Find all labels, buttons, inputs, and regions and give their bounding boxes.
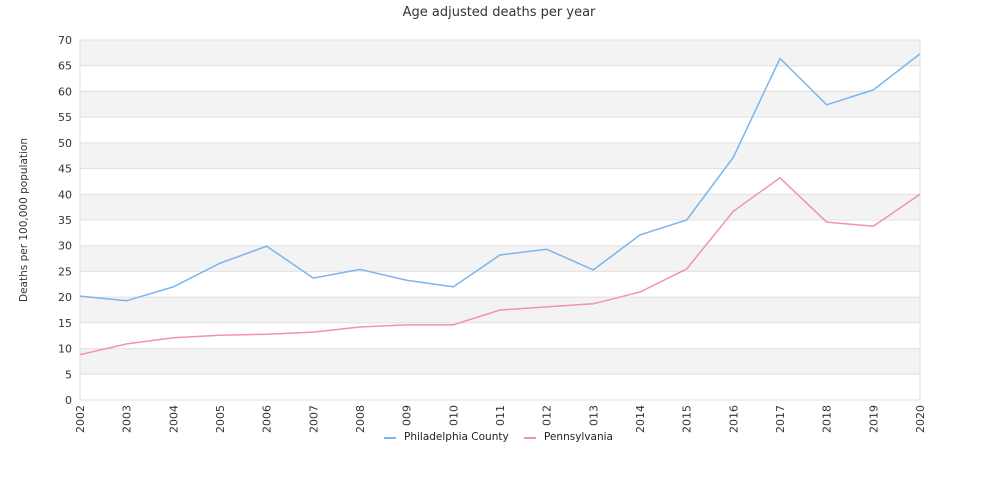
y-tick-label: 40 (58, 188, 72, 201)
y-axis-label: Deaths per 100,000 population (18, 138, 30, 302)
grid-band (80, 40, 920, 66)
x-tick-label: 2007 (307, 405, 320, 433)
y-tick-label: 5 (65, 368, 72, 381)
x-tick-label: 2017 (774, 405, 787, 433)
y-tick-label: 35 (58, 214, 72, 227)
x-tick-label: 2002 (74, 405, 87, 433)
grid-band (80, 194, 920, 220)
y-tick-label: 65 (58, 60, 72, 73)
chart-title: Age adjusted deaths per year (403, 5, 596, 20)
grid-band (80, 246, 920, 272)
grid-band (80, 91, 920, 117)
grid-band (80, 349, 920, 375)
y-tick-label: 70 (58, 34, 72, 47)
x-tick-label: 2004 (167, 405, 180, 433)
x-tick-label: 2015 (681, 405, 694, 433)
x-tick-label: 2020 (914, 405, 927, 433)
grid-band (80, 143, 920, 169)
y-tick-label: 15 (58, 317, 72, 330)
x-tick-label: 2008 (354, 405, 367, 433)
x-tick-label: 2006 (261, 405, 274, 433)
y-tick-label: 55 (58, 111, 72, 124)
y-tick-label: 45 (58, 163, 72, 176)
legend-label: Pennsylvania (544, 431, 613, 443)
y-tick-label: 10 (58, 343, 72, 356)
legend: Philadelphia County Pennsylvania (378, 427, 622, 447)
x-tick-label: 2018 (821, 405, 834, 433)
y-tick-label: 50 (58, 137, 72, 150)
y-tick-label: 30 (58, 240, 72, 253)
x-tick-label: 2003 (121, 405, 134, 433)
y-tick-label: 25 (58, 265, 72, 278)
y-tick-label: 0 (65, 394, 72, 407)
y-tick-label: 20 (58, 291, 72, 304)
x-tick-label: 2019 (867, 405, 880, 433)
y-tick-label: 60 (58, 85, 72, 98)
x-tick-label: 2016 (727, 405, 740, 433)
legend-label: Philadelphia County (404, 431, 509, 443)
x-tick-label: 2014 (634, 405, 647, 433)
x-tick-label: 2005 (214, 405, 227, 433)
